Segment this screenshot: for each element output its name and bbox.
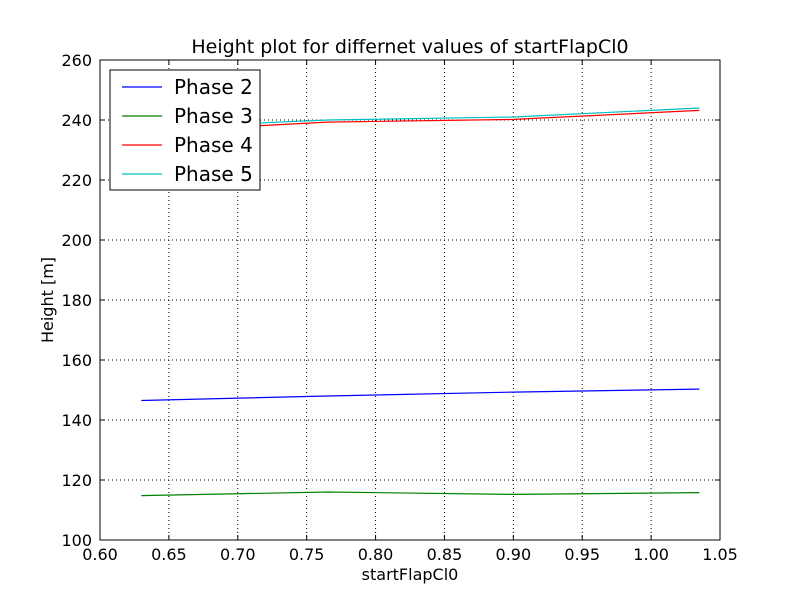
axis-ticks: 0.60 0.65 0.70 0.75 0.80 0.85 0.90 0.95 1.00 1.05…	[61, 51, 737, 564]
x-axis-label: startFlapCl0	[362, 565, 459, 584]
series-line-phase-2	[141, 388, 700, 402]
x-tick-label: 0.85	[427, 545, 463, 564]
chart-title: Height plot for differnet values of star…	[191, 36, 628, 58]
legend-label: Phase 3	[174, 104, 253, 128]
y-tick-label: 240	[61, 111, 92, 130]
y-tick-label: 160	[61, 351, 92, 370]
x-tick-label: 0.90	[496, 545, 532, 564]
x-tick-label: 1.05	[702, 545, 738, 564]
x-tick-label: 0.75	[289, 545, 325, 564]
y-tick-label: 200	[61, 231, 92, 250]
legend: Phase 2 Phase 3 Phase 4 Phase 5	[109, 69, 261, 191]
y-tick-label: 140	[61, 411, 92, 430]
legend-box	[109, 69, 261, 191]
x-tick-label: 0.65	[151, 545, 187, 564]
y-axis-label: Height [m]	[38, 257, 57, 343]
x-tick-label: 0.70	[220, 545, 256, 564]
y-tick-label: 260	[61, 51, 92, 70]
legend-label: Phase 5	[174, 162, 253, 186]
legend-label: Phase 4	[174, 133, 253, 157]
y-tick-label: 100	[61, 531, 92, 550]
x-tick-label: 0.95	[564, 545, 600, 564]
x-tick-label: 0.60	[82, 545, 118, 564]
x-tick-label: 1.00	[633, 545, 669, 564]
series-line-phase-3	[141, 491, 700, 497]
x-tick-label: 0.80	[358, 545, 394, 564]
y-tick-label: 180	[61, 291, 92, 310]
y-tick-label: 120	[61, 471, 92, 490]
grid	[100, 60, 720, 540]
y-tick-label: 220	[61, 171, 92, 190]
legend-label: Phase 2	[174, 75, 253, 99]
